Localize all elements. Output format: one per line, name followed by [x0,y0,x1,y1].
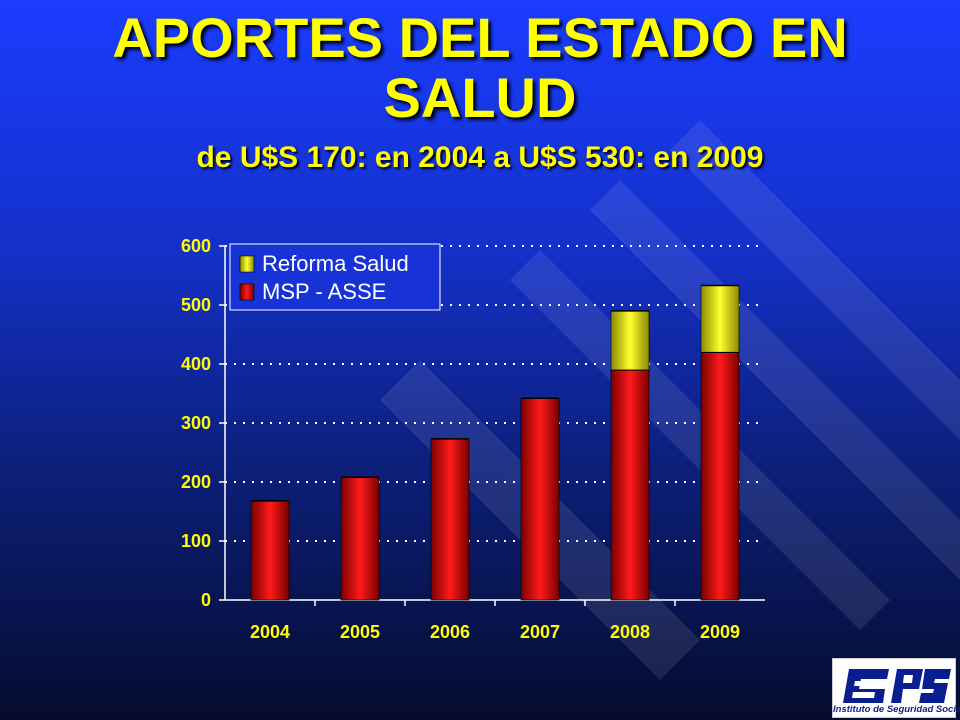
y-tick-label: 100 [181,531,211,551]
legend-swatch-msp-asse [239,283,255,301]
title-line-1: APORTES DEL ESTADO EN [112,6,848,69]
legend-label-reforma-salud: Reforma Salud [262,251,409,276]
y-tick-label: 600 [181,236,211,256]
title-line-2: SALUD [383,66,577,129]
y-tick-label: 200 [181,472,211,492]
bps-logo-caption: Instituto de Seguridad Social [833,704,960,715]
bps-logo-mark [843,669,951,703]
x-tick-label-2005: 2005 [340,622,380,642]
y-tick-label: 0 [201,590,211,610]
slide-subtitle: de U$S 170: en 2004 a U$S 530: en 2009 [196,141,764,174]
bar-2006-msp-asse [430,438,470,601]
bar-2004-msp-asse [250,500,290,601]
bar-2007-msp-asse [520,397,560,601]
x-tick-label-2004: 2004 [250,622,290,642]
slide-title: APORTES DEL ESTADO EN SALUD [0,8,960,128]
legend-box [229,243,441,311]
bar-2009-reforma-salud [700,285,740,353]
y-tick-label: 500 [181,295,211,315]
y-tick-label: 400 [181,354,211,374]
x-tick-label-2007: 2007 [520,622,560,642]
y-tick-label: 300 [181,413,211,433]
bar-2008-msp-asse [610,369,650,601]
x-tick-label-2008: 2008 [610,622,650,642]
bps-logo: Instituto de Seguridad Social [832,658,960,718]
bar-2005-msp-asse [340,476,380,601]
legend-label-msp-asse: MSP - ASSE [262,279,386,304]
bar-2008-reforma-salud [610,310,650,371]
bar-2009-msp-asse [700,351,740,601]
x-tick-label-2009: 2009 [700,622,740,642]
x-tick-label-2006: 2006 [430,622,470,642]
legend-swatch-reforma-salud [239,255,255,273]
